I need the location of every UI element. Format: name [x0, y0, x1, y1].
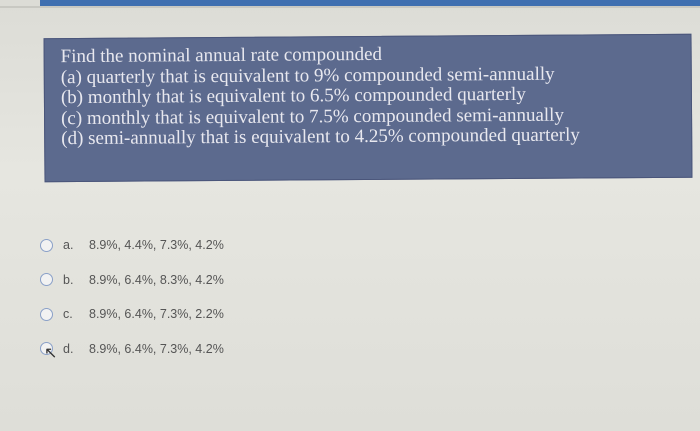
- option-letter: d.: [63, 341, 74, 356]
- option-letter: c.: [63, 307, 73, 322]
- option-text: 8.9%, 4.4%, 7.3%, 4.2%: [89, 238, 224, 253]
- option-c[interactable]: c. 8.9%, 6.4%, 7.3%, 2.2%: [40, 297, 224, 332]
- option-letter: a.: [63, 238, 74, 253]
- option-text: 8.9%, 6.4%, 7.3%, 4.2%: [89, 341, 224, 356]
- radio-button[interactable]: [40, 342, 53, 356]
- radio-button[interactable]: [40, 273, 53, 287]
- option-b[interactable]: b. 8.9%, 6.4%, 8.3%, 4.2%: [40, 263, 224, 298]
- mouse-pointer-icon: ↖: [44, 345, 58, 362]
- top-accent-bar: [40, 0, 700, 6]
- option-letter: b.: [63, 272, 74, 287]
- option-a[interactable]: a. 8.9%, 4.4%, 7.3%, 4.2%: [40, 228, 224, 263]
- question-line: (d) semi-annually that is equivalent to …: [61, 124, 580, 150]
- answer-options: a. 8.9%, 4.4%, 7.3%, 4.2% b. 8.9%, 6.4%, 8…: [40, 228, 224, 366]
- radio-button[interactable]: [40, 307, 53, 321]
- divider: [0, 6, 700, 8]
- question-box: Find the nominal annual rate compounded …: [43, 33, 693, 183]
- option-text: 8.9%, 6.4%, 8.3%, 4.2%: [89, 272, 224, 287]
- option-text: 8.9%, 6.4%, 7.3%, 2.2%: [89, 307, 224, 322]
- radio-button[interactable]: [40, 238, 53, 252]
- option-d[interactable]: d. 8.9%, 6.4%, 7.3%, 4.2%: [40, 332, 224, 367]
